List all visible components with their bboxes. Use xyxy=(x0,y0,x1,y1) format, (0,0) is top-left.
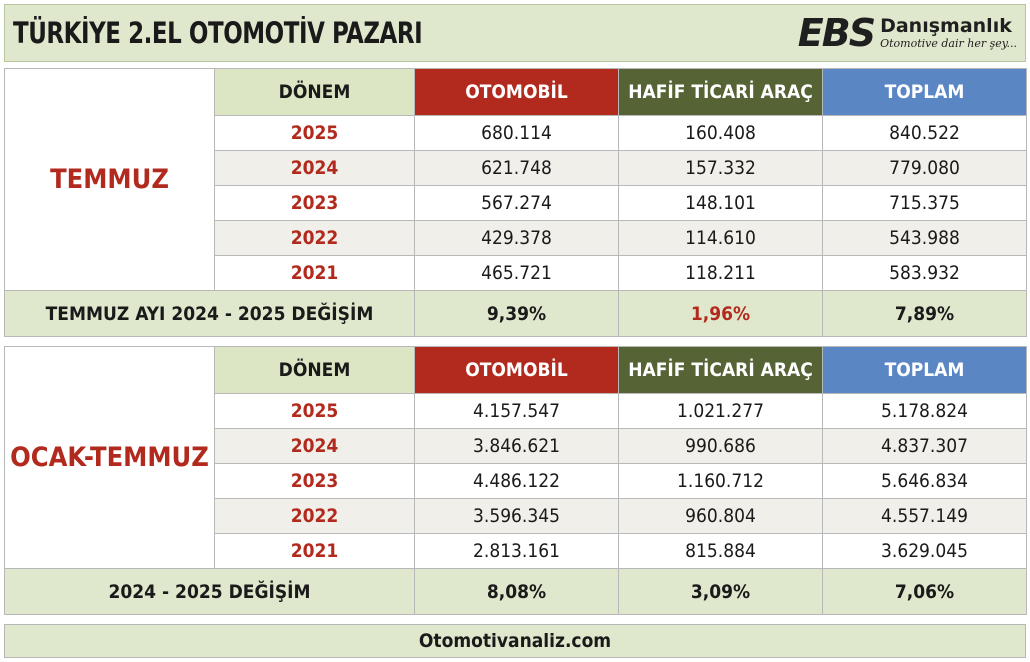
column-header-row: OCAK-TEMMUZ DÖNEM OTOMOBİL HAFİF TİCARİ … xyxy=(4,346,1027,569)
row-year: 2022 xyxy=(214,220,415,256)
period-label: TEMMUZ xyxy=(50,164,169,195)
table-row: 2025 680.114 160.408 840.522 xyxy=(5,115,1027,151)
row-total: 3.629.045 xyxy=(822,533,1027,569)
row-total: 583.932 xyxy=(822,255,1027,291)
row-car: 567.274 xyxy=(414,185,619,221)
row-lcv: 160.408 xyxy=(618,115,823,151)
logo-name: Danışmanlık xyxy=(880,15,1012,37)
row-lcv: 815.884 xyxy=(618,533,823,569)
table-row: 2022 3.596.345 960.804 4.557.149 xyxy=(5,498,1027,534)
row-car: 4.157.547 xyxy=(414,393,619,429)
header-total: TOPLAM xyxy=(822,68,1027,116)
row-total: 5.178.824 xyxy=(822,393,1027,429)
logo-mark: EBS xyxy=(797,11,876,55)
table-row: 2024 621.748 157.332 779.080 xyxy=(5,150,1027,186)
header-lcv: HAFİF TİCARİ ARAÇ xyxy=(618,346,823,394)
row-year: 2024 xyxy=(214,428,415,464)
row-total: 779.080 xyxy=(822,150,1027,186)
row-car: 3.846.621 xyxy=(414,428,619,464)
row-total: 5.646.834 xyxy=(822,463,1027,499)
row-total: 840.522 xyxy=(822,115,1027,151)
table-row: 2023 4.486.122 1.160.712 5.646.834 xyxy=(5,463,1027,499)
change-car: 9,39% xyxy=(414,290,619,337)
table-row: 2021 2.813.161 815.884 3.629.045 xyxy=(5,533,1027,569)
ebs-logo: EBS Danışmanlık Otomotive dair her şey..… xyxy=(798,5,1017,61)
row-lcv: 148.101 xyxy=(618,185,823,221)
row-car: 4.486.122 xyxy=(414,463,619,499)
row-car: 465.721 xyxy=(414,255,619,291)
change-label: 2024 - 2025 DEĞİŞİM xyxy=(4,568,415,615)
table-row: 2023 567.274 148.101 715.375 xyxy=(5,185,1027,221)
logo-text: Danışmanlık Otomotive dair her şey... xyxy=(880,15,1017,50)
row-total: 715.375 xyxy=(822,185,1027,221)
row-total: 543.988 xyxy=(822,220,1027,256)
row-year: 2023 xyxy=(214,463,415,499)
header-total: TOPLAM xyxy=(822,346,1027,394)
row-lcv: 114.610 xyxy=(618,220,823,256)
change-total: 7,06% xyxy=(822,568,1027,615)
row-lcv: 960.804 xyxy=(618,498,823,534)
row-car: 621.748 xyxy=(414,150,619,186)
logo-tagline: Otomotive dair her şey... xyxy=(880,37,1017,50)
header-car: OTOMOBİL xyxy=(414,346,619,394)
change-car: 8,08% xyxy=(414,568,619,615)
change-total: 7,89% xyxy=(822,290,1027,337)
header-lcv: HAFİF TİCARİ ARAÇ xyxy=(618,68,823,116)
row-lcv: 1.021.277 xyxy=(618,393,823,429)
row-lcv: 990.686 xyxy=(618,428,823,464)
table-row: 2024 3.846.621 990.686 4.837.307 xyxy=(5,428,1027,464)
footer-source: Otomotivanaliz.com xyxy=(4,624,1026,658)
header-period: DÖNEM xyxy=(214,68,415,116)
period-label: OCAK-TEMMUZ xyxy=(10,442,209,473)
row-year: 2021 xyxy=(214,533,415,569)
row-year: 2023 xyxy=(214,185,415,221)
period-label-cell: TEMMUZ xyxy=(4,68,215,291)
header-car: OTOMOBİL xyxy=(414,68,619,116)
table-temmuz: TEMMUZ DÖNEM OTOMOBİL HAFİF TİCARİ ARAÇ … xyxy=(4,68,1027,337)
period-label-cell: OCAK-TEMMUZ xyxy=(4,346,215,569)
table-ocak-temmuz: OCAK-TEMMUZ DÖNEM OTOMOBİL HAFİF TİCARİ … xyxy=(4,346,1027,615)
row-year: 2022 xyxy=(214,498,415,534)
header-period: DÖNEM xyxy=(214,346,415,394)
row-total: 4.557.149 xyxy=(822,498,1027,534)
row-year: 2021 xyxy=(214,255,415,291)
row-lcv: 1.160.712 xyxy=(618,463,823,499)
row-year: 2025 xyxy=(214,393,415,429)
table-row: 2021 465.721 118.211 583.932 xyxy=(5,255,1027,291)
row-car: 429.378 xyxy=(414,220,619,256)
change-row: TEMMUZ AYI 2024 - 2025 DEĞİŞİM 9,39% 1,9… xyxy=(4,290,1027,337)
table-row: 2022 429.378 114.610 543.988 xyxy=(5,220,1027,256)
change-lcv: 3,09% xyxy=(618,568,823,615)
row-car: 3.596.345 xyxy=(414,498,619,534)
row-year: 2024 xyxy=(214,150,415,186)
table-row: 2025 4.157.547 1.021.277 5.178.824 xyxy=(5,393,1027,429)
row-car: 680.114 xyxy=(414,115,619,151)
row-car: 2.813.161 xyxy=(414,533,619,569)
row-lcv: 157.332 xyxy=(618,150,823,186)
row-year: 2025 xyxy=(214,115,415,151)
change-lcv: 1,96% xyxy=(618,290,823,337)
change-label: TEMMUZ AYI 2024 - 2025 DEĞİŞİM xyxy=(4,290,415,337)
report-header: TÜRKİYE 2.EL OTOMOTİV PAZARI EBS Danışma… xyxy=(4,4,1026,62)
row-total: 4.837.307 xyxy=(822,428,1027,464)
column-header-row: TEMMUZ DÖNEM OTOMOBİL HAFİF TİCARİ ARAÇ … xyxy=(4,68,1027,291)
row-lcv: 118.211 xyxy=(618,255,823,291)
page-title: TÜRKİYE 2.EL OTOMOTİV PAZARI xyxy=(13,16,423,50)
change-row: 2024 - 2025 DEĞİŞİM 8,08% 3,09% 7,06% xyxy=(4,568,1027,615)
